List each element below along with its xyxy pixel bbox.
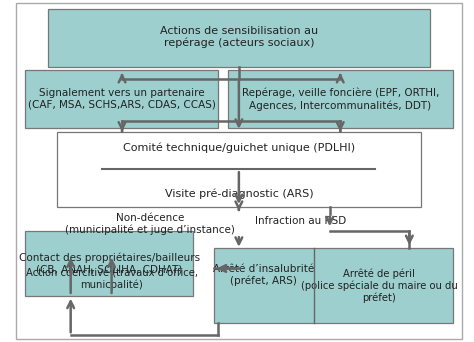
FancyBboxPatch shape [16, 3, 462, 339]
Text: Contact des propriétaires/bailleurs
(CB, ANAH, SOLIHA, CDHAT): Contact des propriétaires/bailleurs (CB,… [19, 252, 200, 274]
Text: Repérage, veille foncière (EPF, ORTHI,
Agences, Intercommunalités, DDT): Repérage, veille foncière (EPF, ORTHI, A… [242, 88, 439, 110]
FancyBboxPatch shape [25, 70, 219, 128]
FancyBboxPatch shape [57, 132, 421, 207]
Text: Actions de sensibilisation au
repérage (acteurs sociaux): Actions de sensibilisation au repérage (… [160, 26, 318, 48]
FancyBboxPatch shape [25, 231, 193, 296]
Text: Arrêté de péril
(police spéciale du maire ou du
préfet): Arrêté de péril (police spéciale du mair… [301, 268, 457, 303]
FancyBboxPatch shape [48, 9, 430, 67]
Text: Arrêté d’insalubrité
(préfet, ARS): Arrêté d’insalubrité (préfet, ARS) [213, 264, 314, 286]
Text: Action coercitive (travaux d’office,
municpalité): Action coercitive (travaux d’office, mun… [26, 268, 198, 290]
FancyBboxPatch shape [228, 70, 453, 128]
FancyBboxPatch shape [214, 248, 453, 323]
Text: Visite pré-diagnostic (ARS): Visite pré-diagnostic (ARS) [164, 189, 313, 199]
Text: Comité technique/guichet unique (PDLHI): Comité technique/guichet unique (PDLHI) [123, 143, 355, 153]
Text: Non-décence
(municipalité et juge d’instance): Non-décence (municipalité et juge d’inst… [65, 213, 235, 235]
Text: Signalement vers un partenaire
(CAF, MSA, SCHS,ARS, CDAS, CCAS): Signalement vers un partenaire (CAF, MSA… [28, 88, 216, 110]
Text: Infraction au RSD: Infraction au RSD [255, 215, 346, 226]
